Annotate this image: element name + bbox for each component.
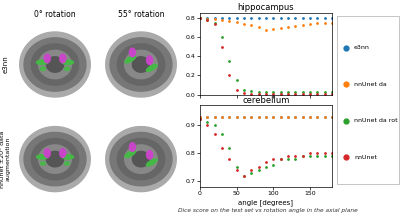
Polygon shape xyxy=(60,149,66,157)
Polygon shape xyxy=(31,44,79,85)
Polygon shape xyxy=(62,60,74,64)
Polygon shape xyxy=(39,50,71,79)
Polygon shape xyxy=(125,145,157,173)
Polygon shape xyxy=(46,151,64,167)
Polygon shape xyxy=(36,60,48,64)
Polygon shape xyxy=(110,38,172,91)
Polygon shape xyxy=(129,48,136,57)
Polygon shape xyxy=(44,149,50,157)
Polygon shape xyxy=(64,162,70,165)
Polygon shape xyxy=(24,38,86,91)
Polygon shape xyxy=(117,44,165,85)
Text: Dice score on the test set vs rotation angle in the axial plane: Dice score on the test set vs rotation a… xyxy=(178,208,358,213)
X-axis label: angle [degrees]: angle [degrees] xyxy=(238,199,294,206)
Text: e3nn: e3nn xyxy=(2,56,8,73)
Polygon shape xyxy=(125,150,136,157)
Polygon shape xyxy=(40,162,46,165)
Polygon shape xyxy=(40,67,46,71)
Polygon shape xyxy=(110,132,172,186)
Polygon shape xyxy=(106,127,176,192)
Text: nnUnet da rot ± 20°: nnUnet da rot ± 20° xyxy=(354,118,400,123)
Polygon shape xyxy=(132,151,150,167)
Polygon shape xyxy=(60,54,66,63)
Text: nnUnet da: nnUnet da xyxy=(354,82,387,87)
Polygon shape xyxy=(64,67,70,71)
Title: cerebellum: cerebellum xyxy=(242,96,290,104)
Polygon shape xyxy=(20,32,90,97)
Polygon shape xyxy=(129,143,136,151)
Polygon shape xyxy=(146,159,157,166)
Polygon shape xyxy=(106,32,176,97)
Polygon shape xyxy=(31,138,79,180)
Text: 0° rotation: 0° rotation xyxy=(34,10,76,19)
Title: hippocampus: hippocampus xyxy=(238,3,294,12)
Polygon shape xyxy=(46,57,64,72)
Polygon shape xyxy=(117,138,165,180)
Polygon shape xyxy=(146,56,153,64)
Polygon shape xyxy=(125,50,157,79)
Polygon shape xyxy=(125,56,136,63)
Text: 55° rotation: 55° rotation xyxy=(118,10,164,19)
Text: nnUnet ±20° data
augmentation: nnUnet ±20° data augmentation xyxy=(0,131,11,188)
Polygon shape xyxy=(132,57,150,72)
Polygon shape xyxy=(44,54,50,63)
Polygon shape xyxy=(146,64,157,71)
Polygon shape xyxy=(146,150,153,159)
Text: e3nn: e3nn xyxy=(354,45,370,50)
Polygon shape xyxy=(24,132,86,186)
Polygon shape xyxy=(62,155,74,159)
Text: nnUnet: nnUnet xyxy=(354,155,377,160)
Polygon shape xyxy=(39,145,71,173)
Polygon shape xyxy=(20,127,90,192)
Polygon shape xyxy=(36,155,48,159)
